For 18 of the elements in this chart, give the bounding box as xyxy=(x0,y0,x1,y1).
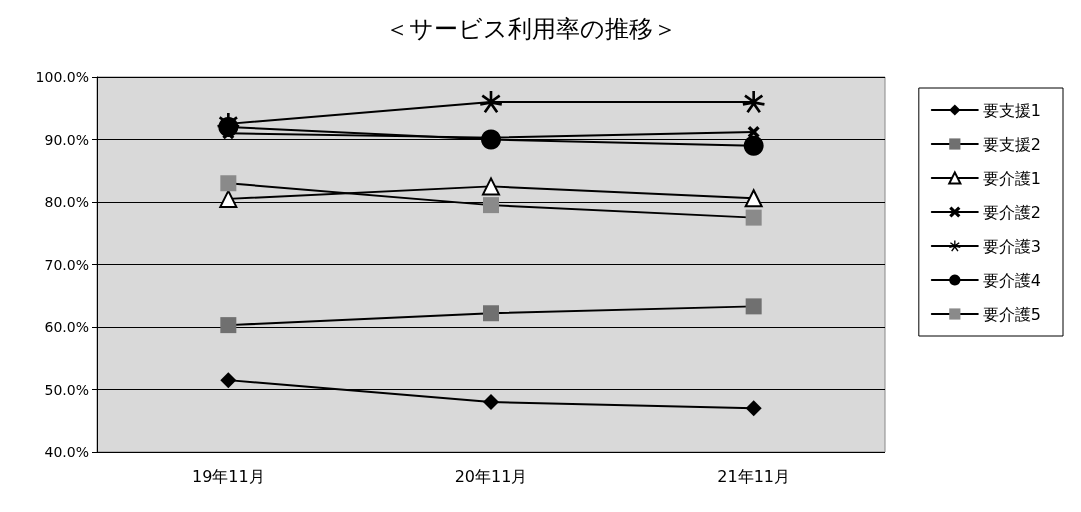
legend-label: 要支援2 xyxy=(982,134,1042,154)
legend-label: 要支援1 xyxy=(982,100,1042,120)
legend-label: 要介護2 xyxy=(982,202,1042,222)
x-tick-label: 19年11月 xyxy=(191,466,265,486)
x-tick-label: 21年11月 xyxy=(717,466,791,486)
y-tick-label: 100.0% xyxy=(35,69,89,85)
y-tick-label: 70.0% xyxy=(44,256,89,273)
legend-label: 要介護1 xyxy=(982,168,1042,188)
x-tick-label: 20年11月 xyxy=(454,466,528,486)
legend-label: 要介護5 xyxy=(982,304,1042,324)
y-tick-label: 40.0% xyxy=(44,444,89,460)
chart-title: ＜サービス利用率の推移＞ xyxy=(385,15,677,43)
y-tick-label: 90.0% xyxy=(44,131,89,148)
y-tick-label: 80.0% xyxy=(44,194,89,210)
y-tick-label: 50.0% xyxy=(44,381,89,398)
legend-label: 要介護4 xyxy=(982,270,1042,290)
y-tick-label: 60.0% xyxy=(44,319,89,335)
legend-label: 要介護3 xyxy=(982,236,1042,256)
